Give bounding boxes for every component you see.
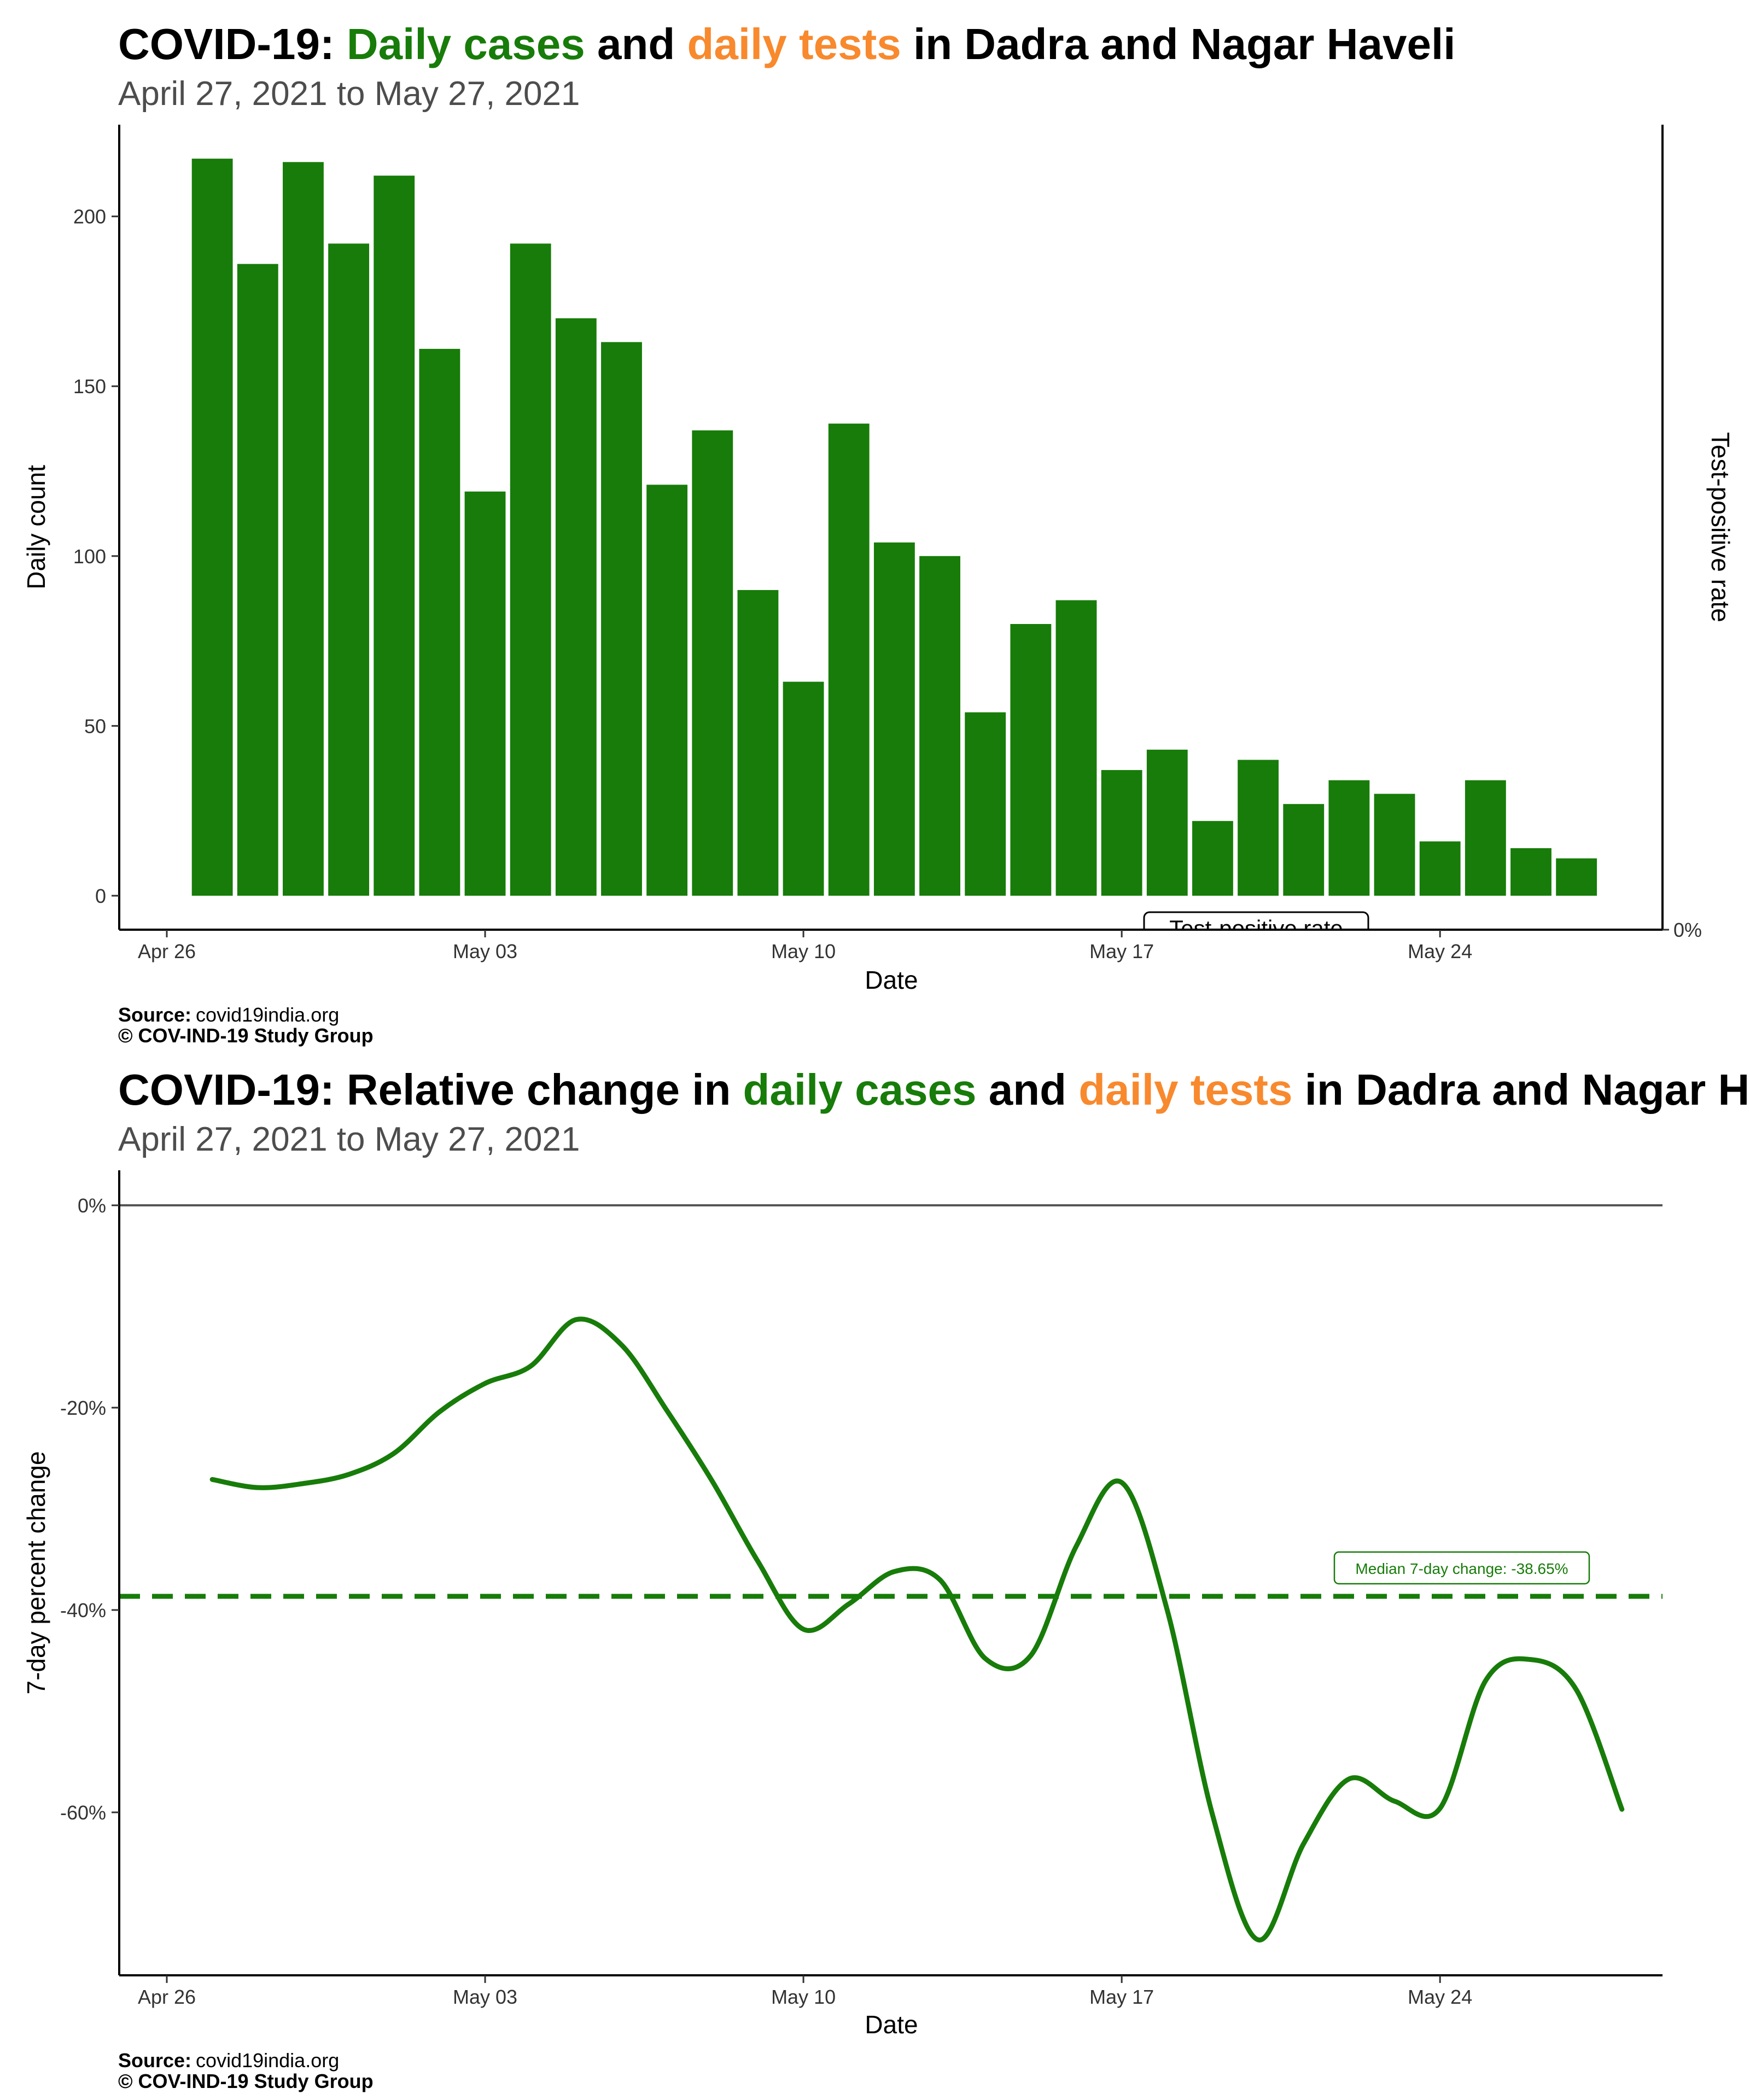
title-part: Daily cases [347, 20, 585, 68]
tpr-legend-label: Test-positive rate [1169, 915, 1343, 941]
chart1-copyright: © COV-IND-19 Study Group [118, 1024, 374, 1047]
chart1-y-ticks: 0 50 100 150 200 [73, 206, 119, 907]
bar [828, 423, 870, 896]
source-value: covid19india.org [196, 2049, 339, 2072]
y-tick-label: 200 [73, 206, 106, 228]
x-tick-label: May 24 [1408, 1986, 1472, 2008]
relative-change-panel: COVID-19: Relative change in daily cases… [22, 1065, 1750, 2092]
bar [510, 243, 551, 896]
tpr-legend: Test-positive rate [1143, 911, 1369, 941]
title-part: daily tests [1078, 1065, 1292, 1114]
bar [783, 681, 824, 896]
bar [646, 485, 688, 896]
title-part: and [977, 1065, 1079, 1114]
y-tick-label: 50 [84, 715, 106, 737]
chart2-x-ticks: Apr 26 May 03 May 10 May 17 May 24 [138, 1975, 1472, 2008]
y-tick-label: 100 [73, 545, 106, 568]
bar [692, 430, 733, 896]
x-tick-label: May 17 [1089, 940, 1154, 962]
cases-change-line [209, 1316, 1625, 1942]
chart1-y2-label: Test-positive rate [1706, 432, 1735, 622]
title-part: in Dadra and Nagar Haveli [1293, 1065, 1750, 1114]
chart1-y2-tick-label: 0% [1673, 919, 1702, 941]
bar [1374, 794, 1415, 896]
bar [1010, 624, 1052, 896]
y-tick-label: 0% [78, 1194, 106, 1217]
bar [1101, 770, 1142, 896]
bar [965, 712, 1006, 896]
title-part: in Dadra and Nagar Haveli [901, 20, 1456, 68]
y-tick-label: -40% [60, 1599, 106, 1621]
bar [1510, 848, 1551, 896]
bar [873, 542, 915, 896]
daily-cases-panel: COVID-19: Daily cases and daily tests in… [22, 20, 1735, 1047]
x-tick-label: Apr 26 [138, 940, 196, 962]
bar [328, 243, 370, 896]
bar [1146, 749, 1188, 896]
chart1-subtitle: April 27, 2021 to May 27, 2021 [118, 75, 580, 113]
source-value: covid19india.org [196, 1004, 339, 1026]
y-tick-label: 0 [95, 885, 106, 907]
chart2-y-ticks: 0% -20% -40% -60% [60, 1194, 119, 1824]
chart1-bars [191, 159, 1597, 896]
chart1-y-label: Daily count [22, 465, 50, 590]
bar [555, 318, 597, 896]
x-tick-label: May 03 [453, 1986, 517, 2008]
chart2-title: COVID-19: Relative change in daily cases… [118, 1065, 1750, 1114]
x-tick-label: May 17 [1089, 1986, 1154, 2008]
bar [737, 590, 779, 896]
chart2-x-label: Date [865, 2010, 918, 2039]
chart2-y-label: 7-day percent change [22, 1451, 50, 1695]
title-part: daily tests [687, 20, 901, 68]
title-part: daily cases [743, 1065, 977, 1114]
chart1-x-ticks: Apr 26 May 03 May 10 May 17 May 24 [138, 930, 1472, 962]
chart1-x-label: Date [865, 966, 918, 994]
bar [1055, 600, 1097, 896]
y-tick-label: -60% [60, 1801, 106, 1824]
bar [1238, 760, 1279, 896]
x-tick-label: May 24 [1408, 940, 1472, 962]
y-tick-label: -20% [60, 1397, 106, 1419]
bar [419, 348, 460, 896]
bar [1283, 804, 1325, 896]
bar [919, 556, 960, 896]
median-annotation: Median 7-day change: -38.65% [1333, 1551, 1590, 1585]
bar [191, 159, 233, 896]
bar [464, 491, 506, 896]
bar [601, 342, 642, 896]
source-label: Source: [118, 2049, 191, 2072]
x-tick-label: Apr 26 [138, 1986, 196, 2008]
chart1-source: Source: covid19india.org [118, 1004, 339, 1026]
chart2-copyright: © COV-IND-19 Study Group [118, 2070, 374, 2092]
title-part: COVID-19: [118, 20, 347, 68]
y-tick-label: 150 [73, 375, 106, 398]
x-tick-label: May 10 [771, 940, 836, 962]
bar [1556, 858, 1597, 896]
chart2-subtitle: April 27, 2021 to May 27, 2021 [118, 1121, 580, 1158]
bar [374, 176, 415, 896]
x-tick-label: May 10 [771, 1986, 836, 2008]
source-label: Source: [118, 1004, 191, 1026]
chart1-title: COVID-19: Daily cases and daily tests in… [118, 20, 1455, 68]
median-annotation-label: Median 7-day change: -38.65% [1355, 1560, 1568, 1577]
title-part: COVID-19: Relative change in [118, 1065, 743, 1114]
chart2-source: Source: covid19india.org [118, 2049, 339, 2072]
bar [1192, 821, 1233, 896]
bar [283, 162, 324, 896]
bar [1465, 780, 1506, 896]
x-tick-label: May 03 [453, 940, 517, 962]
bar [1328, 780, 1370, 896]
bar [1419, 841, 1461, 896]
bar [237, 264, 278, 896]
title-part: and [585, 20, 687, 68]
